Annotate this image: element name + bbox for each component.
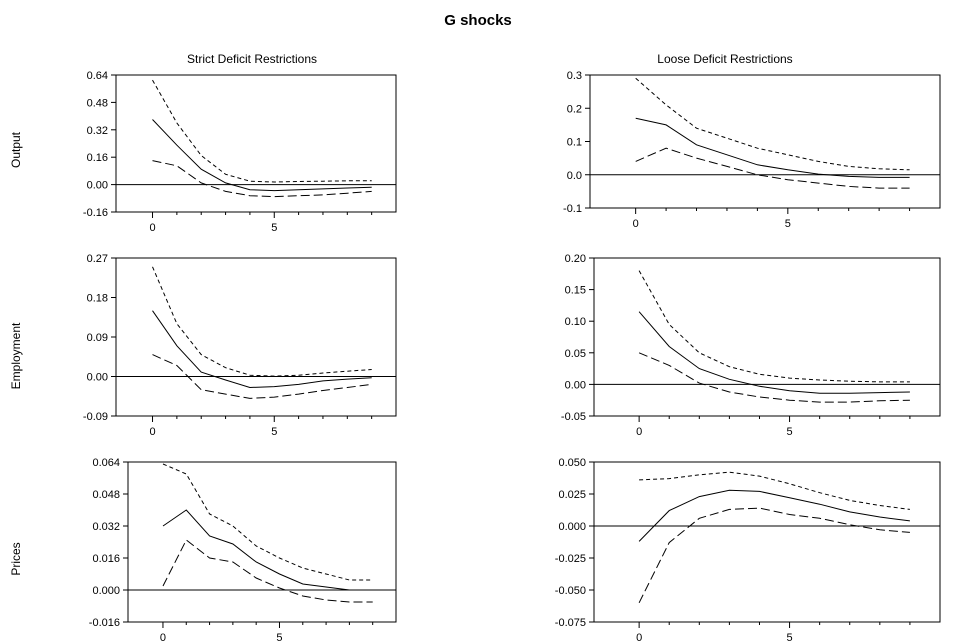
y-tick-label: 0.20 [565, 253, 586, 265]
plot-frame [589, 74, 941, 209]
panel-5: 0.050 0.025 0.000 -0.025 -0.050 -0.075 0 5 [555, 457, 941, 644]
column-title-loose: Loose Deficit Restrictions [657, 52, 792, 66]
panel-0: 0.64 0.48 0.32 0.16 0.00 -0.16 0 5 [83, 70, 397, 234]
y-tick-label: 0.48 [87, 97, 108, 109]
y-tick-label: 0.1 [567, 137, 582, 149]
panels: 0.64 0.48 0.32 0.16 0.00 -0.16 0 5 0.3 0.2 0.1 0.0 -… [83, 70, 941, 644]
y-tick-label: 0.27 [87, 253, 108, 265]
series-line-dashed-lower [152, 354, 372, 399]
series-line-dashed-lower [638, 352, 910, 403]
series-line-dashed-lower [635, 147, 910, 189]
y-tick-label: -0.016 [89, 617, 120, 629]
y-tick-label: 0.025 [558, 489, 586, 501]
column-title-strict: Strict Deficit Restrictions [187, 52, 317, 66]
series-line-dashed-upper [152, 266, 372, 377]
y-tick-label: -0.16 [83, 207, 108, 219]
y-tick-label: 0.0 [567, 170, 582, 182]
series-line-dashed-upper [152, 79, 372, 183]
y-tick-label: 0.032 [92, 521, 120, 533]
y-tick-label: 0.016 [92, 553, 120, 565]
panel-2: 0.27 0.18 0.09 0.00 -0.09 0 5 [83, 253, 397, 438]
y-tick-label: 0.3 [567, 70, 582, 82]
y-tick-label: 0.00 [565, 379, 586, 391]
x-tick-label: 0 [636, 426, 642, 438]
series-line-dashed-upper [635, 77, 910, 171]
x-tick-label: 5 [276, 632, 282, 644]
y-tick-label: 0.00 [87, 372, 108, 384]
y-tick-label: -0.025 [555, 553, 586, 565]
series-line-dashed-lower [162, 539, 373, 603]
series-line-dashed-lower [152, 160, 372, 198]
y-tick-label: 0.00 [87, 180, 108, 192]
y-tick-label: 0.000 [92, 585, 120, 597]
series-line-solid [152, 310, 372, 389]
series-line-dashed-upper [638, 270, 910, 383]
y-tick-label: 0.18 [87, 293, 108, 305]
x-tick-label: 5 [787, 426, 793, 438]
y-tick-label: 0.15 [565, 285, 586, 297]
plot-frame [115, 74, 397, 213]
row-label-output: Output [9, 131, 23, 168]
series-line-solid [162, 509, 373, 591]
series-line-dashed-upper [162, 463, 373, 581]
y-tick-label: 0.10 [565, 316, 586, 328]
x-tick-label: 0 [149, 222, 155, 234]
x-tick-label: 0 [633, 218, 639, 230]
y-tick-label: 0.2 [567, 103, 582, 115]
x-tick-label: 5 [787, 632, 793, 644]
panel-3: 0.20 0.15 0.10 0.05 0.00 -0.05 0 5 [561, 253, 941, 438]
y-tick-label: -0.050 [555, 585, 586, 597]
plot-frame [593, 461, 941, 623]
y-tick-label: 0.05 [565, 348, 586, 360]
x-tick-label: 0 [160, 632, 166, 644]
y-tick-label: 0.09 [87, 332, 108, 344]
figure-title: G shocks [444, 12, 512, 29]
series-line-solid [152, 119, 372, 192]
y-tick-label: -0.1 [563, 203, 582, 215]
x-tick-label: 5 [271, 222, 277, 234]
series-line-dashed-upper [639, 471, 910, 510]
y-tick-label: 0.050 [558, 457, 586, 469]
x-tick-label: 0 [149, 426, 155, 438]
row-label-prices: Prices [9, 542, 23, 575]
plot-frame [115, 257, 397, 417]
x-tick-label: 5 [271, 426, 277, 438]
y-tick-label: -0.09 [83, 411, 108, 423]
y-tick-label: -0.075 [555, 617, 586, 629]
x-tick-label: 0 [636, 632, 642, 644]
y-tick-label: -0.05 [561, 411, 586, 423]
panel-4: 0.064 0.048 0.032 0.016 0.000 -0.016 0 5 [89, 457, 397, 644]
x-tick-label: 5 [785, 218, 791, 230]
series-line-solid [638, 311, 910, 394]
y-tick-label: 0.064 [92, 457, 120, 469]
series-line-solid [635, 117, 910, 178]
row-label-employment: Employment [9, 322, 23, 389]
y-tick-label: 0.000 [558, 521, 586, 533]
plot-frame [127, 461, 397, 623]
y-tick-label: 0.16 [87, 152, 108, 164]
series-line-solid [638, 489, 910, 542]
panel-1: 0.3 0.2 0.1 0.0 -0.1 0 5 [563, 70, 941, 230]
y-tick-label: 0.32 [87, 125, 108, 137]
y-tick-label: 0.64 [87, 70, 108, 82]
y-tick-label: 0.048 [92, 489, 120, 501]
series-line-dashed-lower [638, 507, 910, 604]
plot-frame [593, 257, 941, 417]
